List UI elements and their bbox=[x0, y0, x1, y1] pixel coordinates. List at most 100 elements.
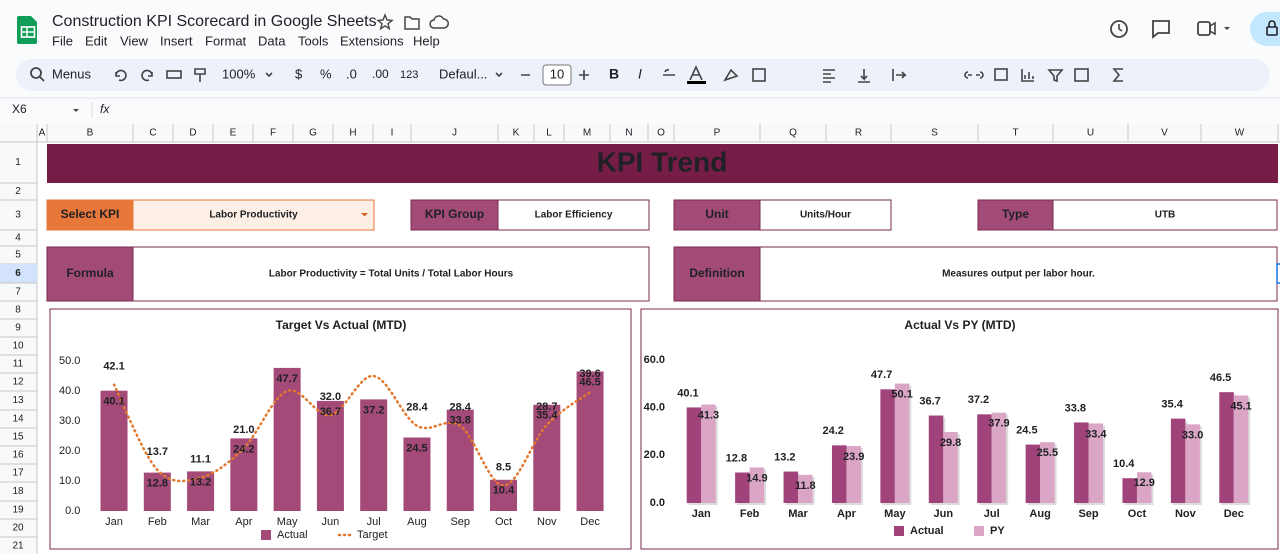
bar[interactable] bbox=[187, 471, 215, 511]
column-header[interactable]: E bbox=[230, 128, 237, 139]
bar[interactable] bbox=[1088, 423, 1104, 503]
column-header[interactable]: R bbox=[855, 128, 862, 139]
toolbar-search[interactable]: Menus bbox=[52, 66, 92, 81]
text-color-icon[interactable] bbox=[689, 65, 703, 81]
sheets-logo[interactable] bbox=[17, 16, 37, 44]
functions[interactable] bbox=[1112, 68, 1123, 82]
toolbar-percent[interactable]: % bbox=[320, 66, 332, 81]
column-header[interactable]: D bbox=[189, 128, 196, 139]
insert-comment[interactable] bbox=[994, 68, 1008, 81]
borders[interactable] bbox=[752, 68, 766, 82]
bar[interactable] bbox=[1185, 424, 1200, 503]
menu-item[interactable]: Tools bbox=[298, 33, 329, 48]
comment-icon[interactable] bbox=[1152, 20, 1170, 39]
row-header[interactable]: 7 bbox=[15, 287, 21, 298]
bar[interactable] bbox=[798, 474, 813, 503]
history-icon[interactable] bbox=[1110, 20, 1128, 38]
column-header[interactable]: Q bbox=[789, 128, 797, 139]
toolbar-increase-decimal[interactable]: .00 bbox=[372, 67, 389, 81]
bar[interactable] bbox=[316, 400, 344, 511]
bar[interactable] bbox=[749, 467, 765, 503]
row-header[interactable]: 8 bbox=[15, 305, 21, 316]
font-size-steppers[interactable] bbox=[521, 70, 589, 80]
move-icon[interactable] bbox=[404, 16, 420, 30]
bar[interactable] bbox=[100, 390, 128, 511]
row-header[interactable]: 15 bbox=[12, 432, 24, 443]
bar[interactable] bbox=[846, 446, 861, 503]
row-header[interactable]: 19 bbox=[12, 505, 24, 516]
column-header[interactable]: G bbox=[309, 128, 317, 139]
toolbar-zoom[interactable]: 100% bbox=[222, 66, 256, 81]
bar[interactable] bbox=[928, 415, 944, 503]
menu-item[interactable]: File bbox=[52, 33, 73, 48]
share-button[interactable] bbox=[1250, 12, 1280, 46]
valign[interactable] bbox=[858, 69, 870, 83]
row-header[interactable]: 1 bbox=[15, 157, 21, 168]
document-title[interactable]: Construction KPI Scorecard in Google She… bbox=[52, 13, 377, 30]
toolbar-font[interactable]: Defaul... bbox=[439, 66, 487, 81]
column-header[interactable]: P bbox=[714, 128, 721, 139]
bar[interactable] bbox=[735, 472, 750, 503]
toolbar-decrease-decimal[interactable]: .0 bbox=[346, 66, 357, 81]
name-box[interactable]: X6 bbox=[12, 102, 27, 116]
line[interactable] bbox=[112, 374, 592, 487]
column-header[interactable]: W bbox=[1235, 128, 1245, 139]
meet-icon[interactable] bbox=[1197, 21, 1230, 36]
row-header[interactable]: 5 bbox=[15, 250, 21, 261]
row-header[interactable]: 17 bbox=[12, 468, 24, 479]
font-size[interactable]: 10 bbox=[550, 66, 564, 81]
row-header[interactable]: 10 bbox=[12, 341, 24, 352]
redo[interactable] bbox=[141, 69, 153, 82]
column-header[interactable]: J bbox=[452, 128, 457, 139]
menu-item[interactable]: Format bbox=[205, 33, 247, 48]
table[interactable] bbox=[1074, 68, 1089, 82]
row-header[interactable]: 9 bbox=[15, 323, 21, 334]
row-header[interactable]: 3 bbox=[15, 210, 21, 221]
font-size-box[interactable] bbox=[542, 64, 572, 86]
column-header[interactable]: H bbox=[349, 128, 356, 139]
bar[interactable] bbox=[977, 414, 992, 503]
bar[interactable] bbox=[894, 383, 910, 503]
align[interactable] bbox=[823, 69, 835, 83]
legend-label[interactable]: Actual bbox=[277, 529, 308, 541]
bar[interactable] bbox=[1219, 392, 1234, 503]
row-header[interactable]: 12 bbox=[12, 377, 24, 388]
dropdown-arrow[interactable] bbox=[361, 213, 368, 217]
bar[interactable] bbox=[230, 438, 258, 511]
bar[interactable] bbox=[1233, 395, 1249, 503]
insert-chart[interactable] bbox=[1021, 69, 1034, 82]
toolbar-italic[interactable]: I bbox=[638, 66, 642, 82]
bar[interactable] bbox=[686, 407, 702, 503]
legend-label[interactable]: Actual bbox=[910, 525, 944, 537]
legend-label[interactable]: Target bbox=[357, 529, 388, 541]
column-header[interactable]: V bbox=[1161, 128, 1168, 139]
bar[interactable] bbox=[943, 431, 958, 503]
wrap[interactable] bbox=[892, 69, 907, 81]
name-box-arrow[interactable] bbox=[73, 109, 79, 112]
cloud-icon[interactable] bbox=[429, 15, 449, 29]
bar[interactable] bbox=[880, 389, 895, 503]
fill-color[interactable] bbox=[723, 68, 739, 82]
bar[interactable] bbox=[1170, 418, 1186, 503]
column-header[interactable]: O bbox=[657, 128, 665, 139]
column-header[interactable]: L bbox=[546, 128, 552, 139]
menu-item[interactable]: Insert bbox=[160, 33, 193, 48]
menu-item[interactable]: Data bbox=[258, 33, 286, 48]
strikethrough[interactable] bbox=[663, 69, 675, 76]
column-header[interactable]: C bbox=[149, 128, 156, 139]
bar[interactable] bbox=[1136, 472, 1152, 503]
undo[interactable] bbox=[115, 69, 127, 82]
row-header[interactable]: 16 bbox=[12, 450, 24, 461]
field-value-cell[interactable] bbox=[132, 199, 375, 231]
toolbar-currency[interactable]: $ bbox=[295, 66, 303, 81]
menu-item[interactable]: Edit bbox=[85, 33, 108, 48]
paint-format[interactable] bbox=[194, 68, 206, 82]
column-header[interactable]: T bbox=[1012, 128, 1018, 139]
row-header[interactable]: 20 bbox=[12, 523, 24, 534]
bar[interactable] bbox=[360, 399, 388, 511]
bar[interactable] bbox=[143, 472, 171, 511]
column-header[interactable]: K bbox=[513, 128, 520, 139]
bar[interactable] bbox=[783, 471, 799, 503]
bar[interactable] bbox=[1025, 444, 1041, 503]
bar[interactable] bbox=[1040, 442, 1055, 503]
